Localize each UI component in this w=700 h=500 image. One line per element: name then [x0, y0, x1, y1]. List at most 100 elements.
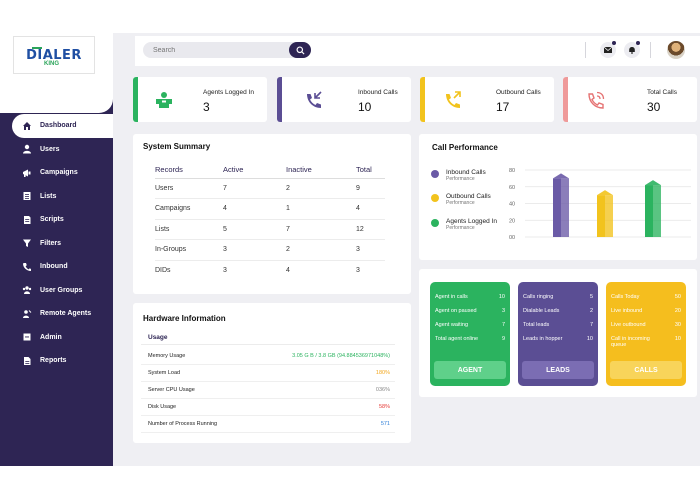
summary-label: Agent on paused: [435, 308, 477, 314]
stat-color-bar: [420, 77, 425, 122]
table-cell: 2: [286, 239, 356, 260]
user-avatar[interactable]: [667, 41, 685, 59]
summary-label: Total leads: [523, 322, 550, 328]
search-icon: [295, 45, 305, 55]
legend-sub: Performance: [446, 200, 475, 206]
remote-agent-icon: [22, 309, 32, 319]
sidebar-item-scripts[interactable]: Scripts: [0, 208, 113, 232]
summary-value: 10: [498, 294, 505, 300]
y-tick-label: 80: [509, 168, 515, 174]
table-cell: 2: [286, 177, 356, 199]
table-cell: In-Groups: [155, 239, 223, 260]
sidebar-item-user-groups[interactable]: User Groups: [0, 279, 113, 303]
stat-card-agents[interactable]: Agents Logged In 3: [133, 77, 267, 122]
phone-icon: [22, 262, 32, 272]
table-cell: 1: [286, 198, 356, 219]
summary-row: Dialable Leads 2: [523, 308, 593, 314]
sidebar-item-users[interactable]: Users: [0, 138, 113, 162]
table-cell: 4: [356, 198, 385, 219]
stat-card-inbound[interactable]: Inbound Calls 10: [277, 77, 411, 122]
agent-desk-icon: [153, 89, 175, 111]
sidebar-item-label: Lists: [40, 192, 57, 200]
stat-color-bar: [277, 77, 282, 122]
summary-label: Total agent online: [435, 336, 479, 342]
agent-button[interactable]: AGENT: [434, 361, 506, 379]
summary-value: 30: [674, 322, 681, 328]
legend-name: Outbound Calls: [446, 193, 491, 200]
table-cell: 3: [223, 239, 286, 260]
dialer-king-logo[interactable]: DIALER KING: [13, 36, 95, 74]
hardware-value: 036%: [375, 387, 390, 393]
home-icon: [22, 121, 32, 131]
hardware-label: Number of Process Running: [148, 421, 218, 427]
sidebar-item-filters[interactable]: Filters: [0, 232, 113, 256]
table-row: DIDs 3 4 3: [155, 259, 385, 281]
summary-label: Call in incoming queue: [611, 336, 650, 348]
column-header: Inactive: [286, 162, 356, 179]
agent-summary-box: Agent in calls 10 Agent on paused 3 Agent …: [430, 282, 510, 386]
table-cell: 12: [356, 218, 385, 240]
stat-label: Agents Logged In: [203, 89, 254, 96]
sidebar-item-admin[interactable]: Admin: [0, 326, 113, 350]
summary-row: Total leads 7: [523, 322, 593, 328]
script-icon: [22, 215, 32, 225]
legend-item-inbound: Inbound Calls Performance: [431, 169, 486, 182]
table-cell: Users: [155, 177, 223, 199]
sidebar-item-reports[interactable]: Reports: [0, 349, 113, 373]
summary-row: Live outbound 30: [611, 322, 681, 328]
summary-value: 50: [674, 294, 681, 300]
megaphone-icon: [22, 168, 32, 178]
hardware-row: Memory Usage 3.05 G B / 3.8 GB (94.88453…: [141, 348, 395, 365]
leads-button[interactable]: LEADS: [522, 361, 594, 379]
table-cell: 3: [356, 259, 385, 281]
table-cell: 7: [286, 218, 356, 240]
table-header-row: Records Active Inactive Total: [155, 162, 385, 179]
summary-row: Calls ringing 5: [523, 294, 593, 300]
search-button[interactable]: [289, 42, 311, 58]
sidebar-item-label: Remote Agents: [40, 310, 92, 318]
stat-card-total[interactable]: Total Calls 30: [563, 77, 697, 122]
user-icon: [22, 144, 32, 154]
summary-row: Live inbound 20: [611, 308, 681, 314]
chart-bar: [597, 190, 613, 237]
notifications-button[interactable]: [624, 41, 640, 58]
table-cell: 4: [223, 198, 286, 219]
panel-title: System Summary: [143, 142, 211, 151]
list-icon: [22, 191, 32, 201]
stat-label: Outbound Calls: [496, 89, 541, 96]
table-row: In-Groups 3 2 3: [155, 239, 385, 260]
sidebar-item-inbound[interactable]: Inbound: [0, 255, 113, 279]
summary-row: Agent on paused 3: [435, 308, 505, 314]
notification-dot: [612, 41, 616, 45]
hardware-row: Disk Usage 58%: [141, 399, 395, 416]
calls-button[interactable]: CALLS: [610, 361, 682, 379]
sidebar-item-dashboard[interactable]: Dashboard: [12, 114, 113, 138]
chart-bar: [645, 180, 661, 237]
logo-subtext: KING: [44, 61, 59, 67]
summary-label: Live inbound: [611, 308, 643, 314]
summary-label: Live outbound: [611, 322, 646, 328]
summary-value: 7: [501, 322, 505, 328]
stat-card-outbound[interactable]: Outbound Calls 17: [420, 77, 554, 122]
search-input[interactable]: [143, 46, 283, 54]
table-row: Campaigns 4 1 4: [155, 198, 385, 219]
summary-label: Calls Today: [611, 294, 640, 300]
messages-button[interactable]: [600, 41, 616, 58]
summary-label: Dialable Leads: [523, 308, 560, 314]
sidebar-item-label: Admin: [40, 333, 62, 341]
stat-color-bar: [563, 77, 568, 122]
sidebar-item-campaigns[interactable]: Campaigns: [0, 161, 113, 185]
summary-row: Call in incoming queue 10: [611, 336, 681, 348]
logo-mark-icon: [32, 41, 42, 49]
header-divider: [650, 42, 651, 58]
sidebar-item-remote-agents[interactable]: Remote Agents: [0, 302, 113, 326]
table-row: Users 7 2 9: [155, 177, 385, 199]
summary-value: 10: [586, 336, 593, 342]
table-cell: 3: [223, 259, 286, 281]
sidebar-item-label: User Groups: [40, 286, 83, 294]
summary-value: 5: [589, 294, 593, 300]
legend-dot: [431, 170, 439, 178]
hardware-value: 571: [380, 421, 390, 427]
legend-dot: [431, 194, 439, 202]
sidebar-item-lists[interactable]: Lists: [0, 185, 113, 209]
